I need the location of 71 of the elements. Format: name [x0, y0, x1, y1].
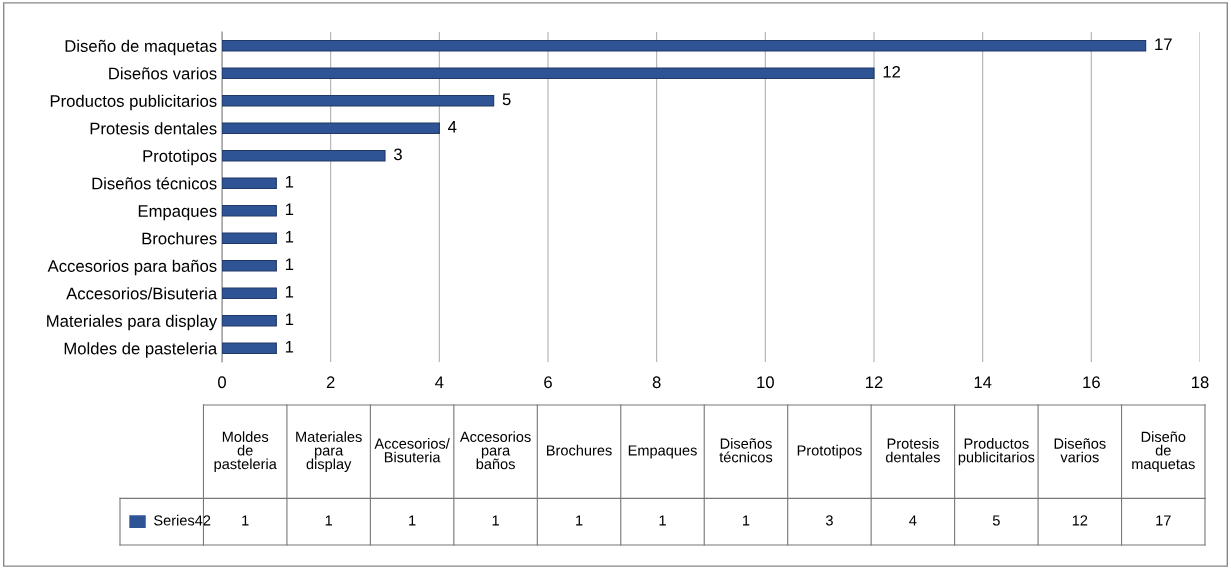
- bar: [222, 287, 277, 300]
- y-tick-label: Brochures: [142, 232, 217, 245]
- bar: [222, 122, 440, 135]
- x-tick-label: 4: [435, 376, 444, 388]
- data-label: 1: [285, 258, 294, 271]
- data-label: 12: [883, 65, 901, 78]
- bar: [222, 67, 875, 80]
- data-label: 3: [393, 148, 402, 161]
- category-label: Moldes de pasteleria: [214, 431, 277, 473]
- bar: [222, 177, 277, 190]
- bar: [222, 342, 277, 355]
- y-tick-label: Diseño de maquetas: [65, 39, 217, 56]
- y-tick-label: Accesorios para baños: [47, 259, 217, 276]
- bar: [222, 94, 495, 107]
- bar: [222, 149, 386, 162]
- x-tick-label: 14: [974, 376, 992, 388]
- data-label: 1: [285, 313, 294, 326]
- bar: [222, 314, 277, 327]
- data-label: 1: [659, 515, 666, 526]
- category-label: Materiales para display: [296, 431, 362, 473]
- legend-label: Series42: [154, 514, 211, 526]
- data-label: 1: [285, 231, 294, 243]
- category-label: Brochures: [547, 444, 612, 456]
- category-label: Diseño de maquetas: [1132, 431, 1195, 473]
- data-label: 12: [1072, 515, 1088, 526]
- y-tick-label: Empaques: [138, 205, 217, 221]
- x-tick-label: 6: [544, 376, 552, 389]
- category-label: Accesorios/Bisuteria: [374, 438, 450, 463]
- y-tick-label: Moldes de pasteleria: [64, 342, 218, 358]
- data-label: 1: [285, 176, 294, 188]
- category-label: Productos publicitarios: [958, 438, 1035, 466]
- data-label: 1: [576, 515, 583, 526]
- y-tick-label: Materiales para display: [47, 314, 218, 331]
- category-label: Accesorios para baños: [459, 431, 531, 470]
- data-label: 1: [492, 515, 499, 526]
- x-tick-label: 18: [1192, 376, 1209, 389]
- category-label: Diseños varios: [1054, 438, 1106, 463]
- data-label: 1: [285, 286, 294, 298]
- data-label: 5: [992, 515, 1000, 526]
- category-label: Empaques: [628, 445, 697, 459]
- data-label: 1: [743, 515, 750, 526]
- y-tick-label: Diseños técnicos: [92, 177, 217, 190]
- x-tick-label: 2: [326, 376, 335, 388]
- data-label: 5: [502, 93, 511, 106]
- data-label: 1: [285, 341, 294, 353]
- data-label: 1: [325, 515, 332, 526]
- x-tick-label: 10: [757, 376, 774, 389]
- x-tick-label: 0: [218, 376, 226, 389]
- data-label: 4: [448, 121, 457, 133]
- y-tick-label: Prototipos: [143, 149, 217, 166]
- data-label: 17: [1156, 515, 1171, 526]
- x-tick-label: 16: [1083, 376, 1100, 389]
- bar: [222, 204, 277, 217]
- data-label: 1: [409, 515, 416, 526]
- category-label: Protesis dentales: [885, 438, 940, 463]
- data-label: 4: [909, 515, 917, 526]
- bar: [222, 39, 1147, 52]
- x-tick-label: 12: [866, 376, 883, 388]
- data-label: 1: [242, 515, 249, 526]
- data-label: 3: [825, 515, 833, 526]
- x-tick-label: 8: [652, 376, 661, 389]
- y-tick-label: Productos publicitarios: [50, 94, 217, 111]
- category-label: Prototipos: [797, 444, 862, 459]
- bar: [222, 232, 277, 245]
- bar: [222, 259, 277, 272]
- category-label: Diseños técnicos: [719, 438, 773, 463]
- data-label: 17: [1155, 38, 1172, 51]
- data-label: 1: [285, 203, 294, 216]
- y-tick-label: Protesis dentales: [90, 122, 217, 135]
- y-tick-label: Diseños varios: [109, 67, 217, 80]
- y-tick-label: Accesorios/Bisuteria: [66, 287, 218, 300]
